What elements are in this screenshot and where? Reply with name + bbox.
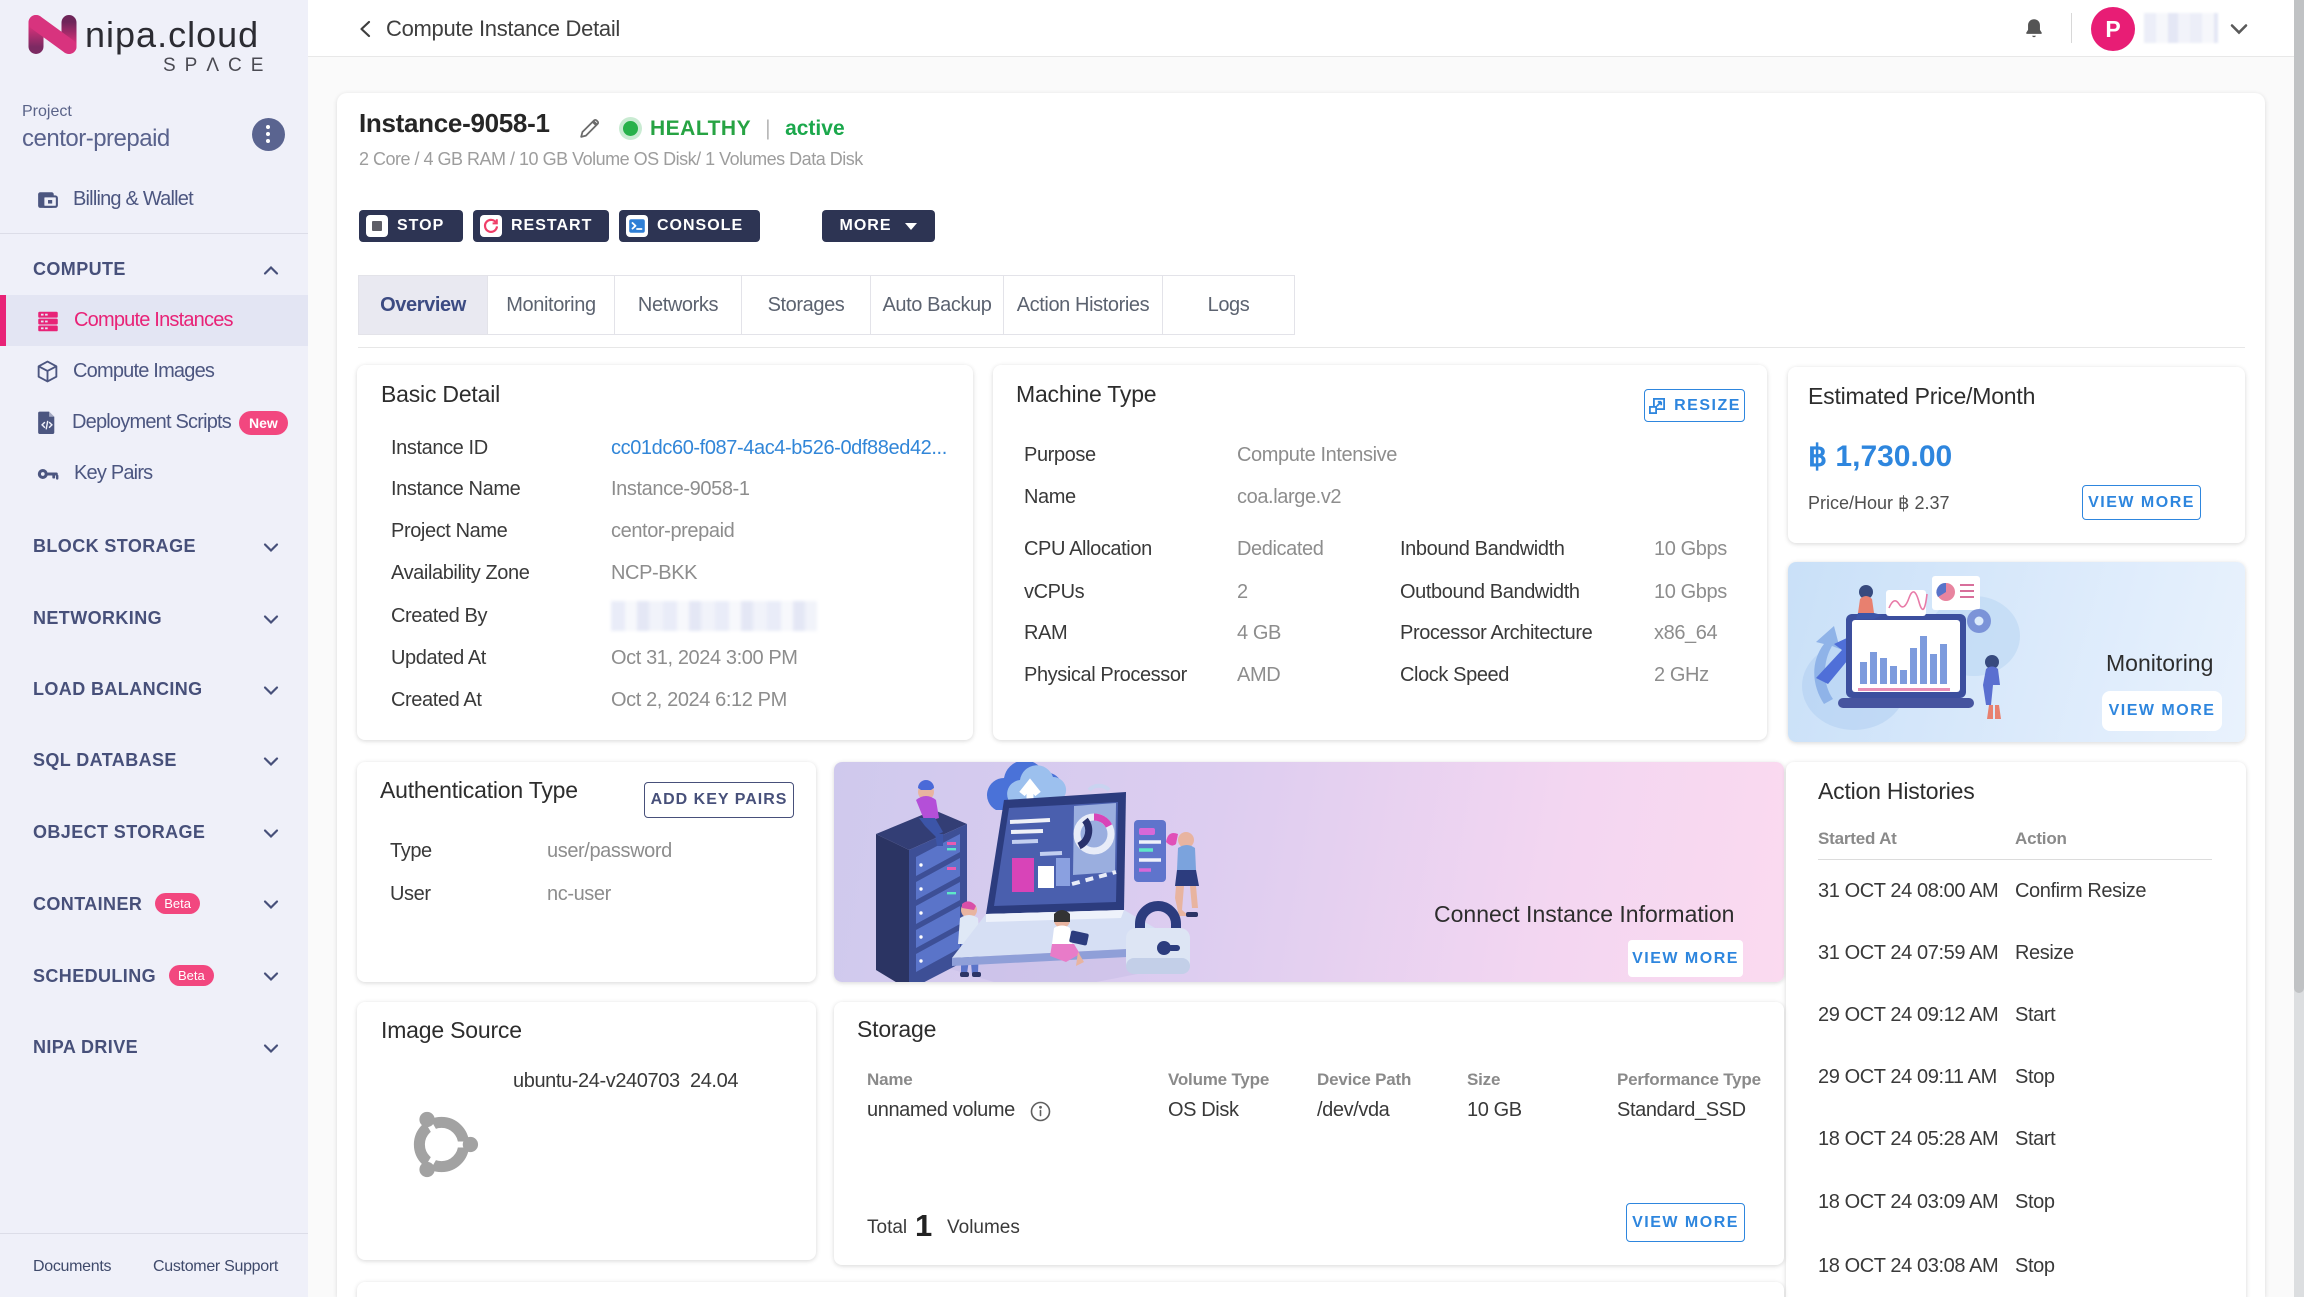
- svg-text:nipa.cloud: nipa.cloud: [85, 14, 259, 55]
